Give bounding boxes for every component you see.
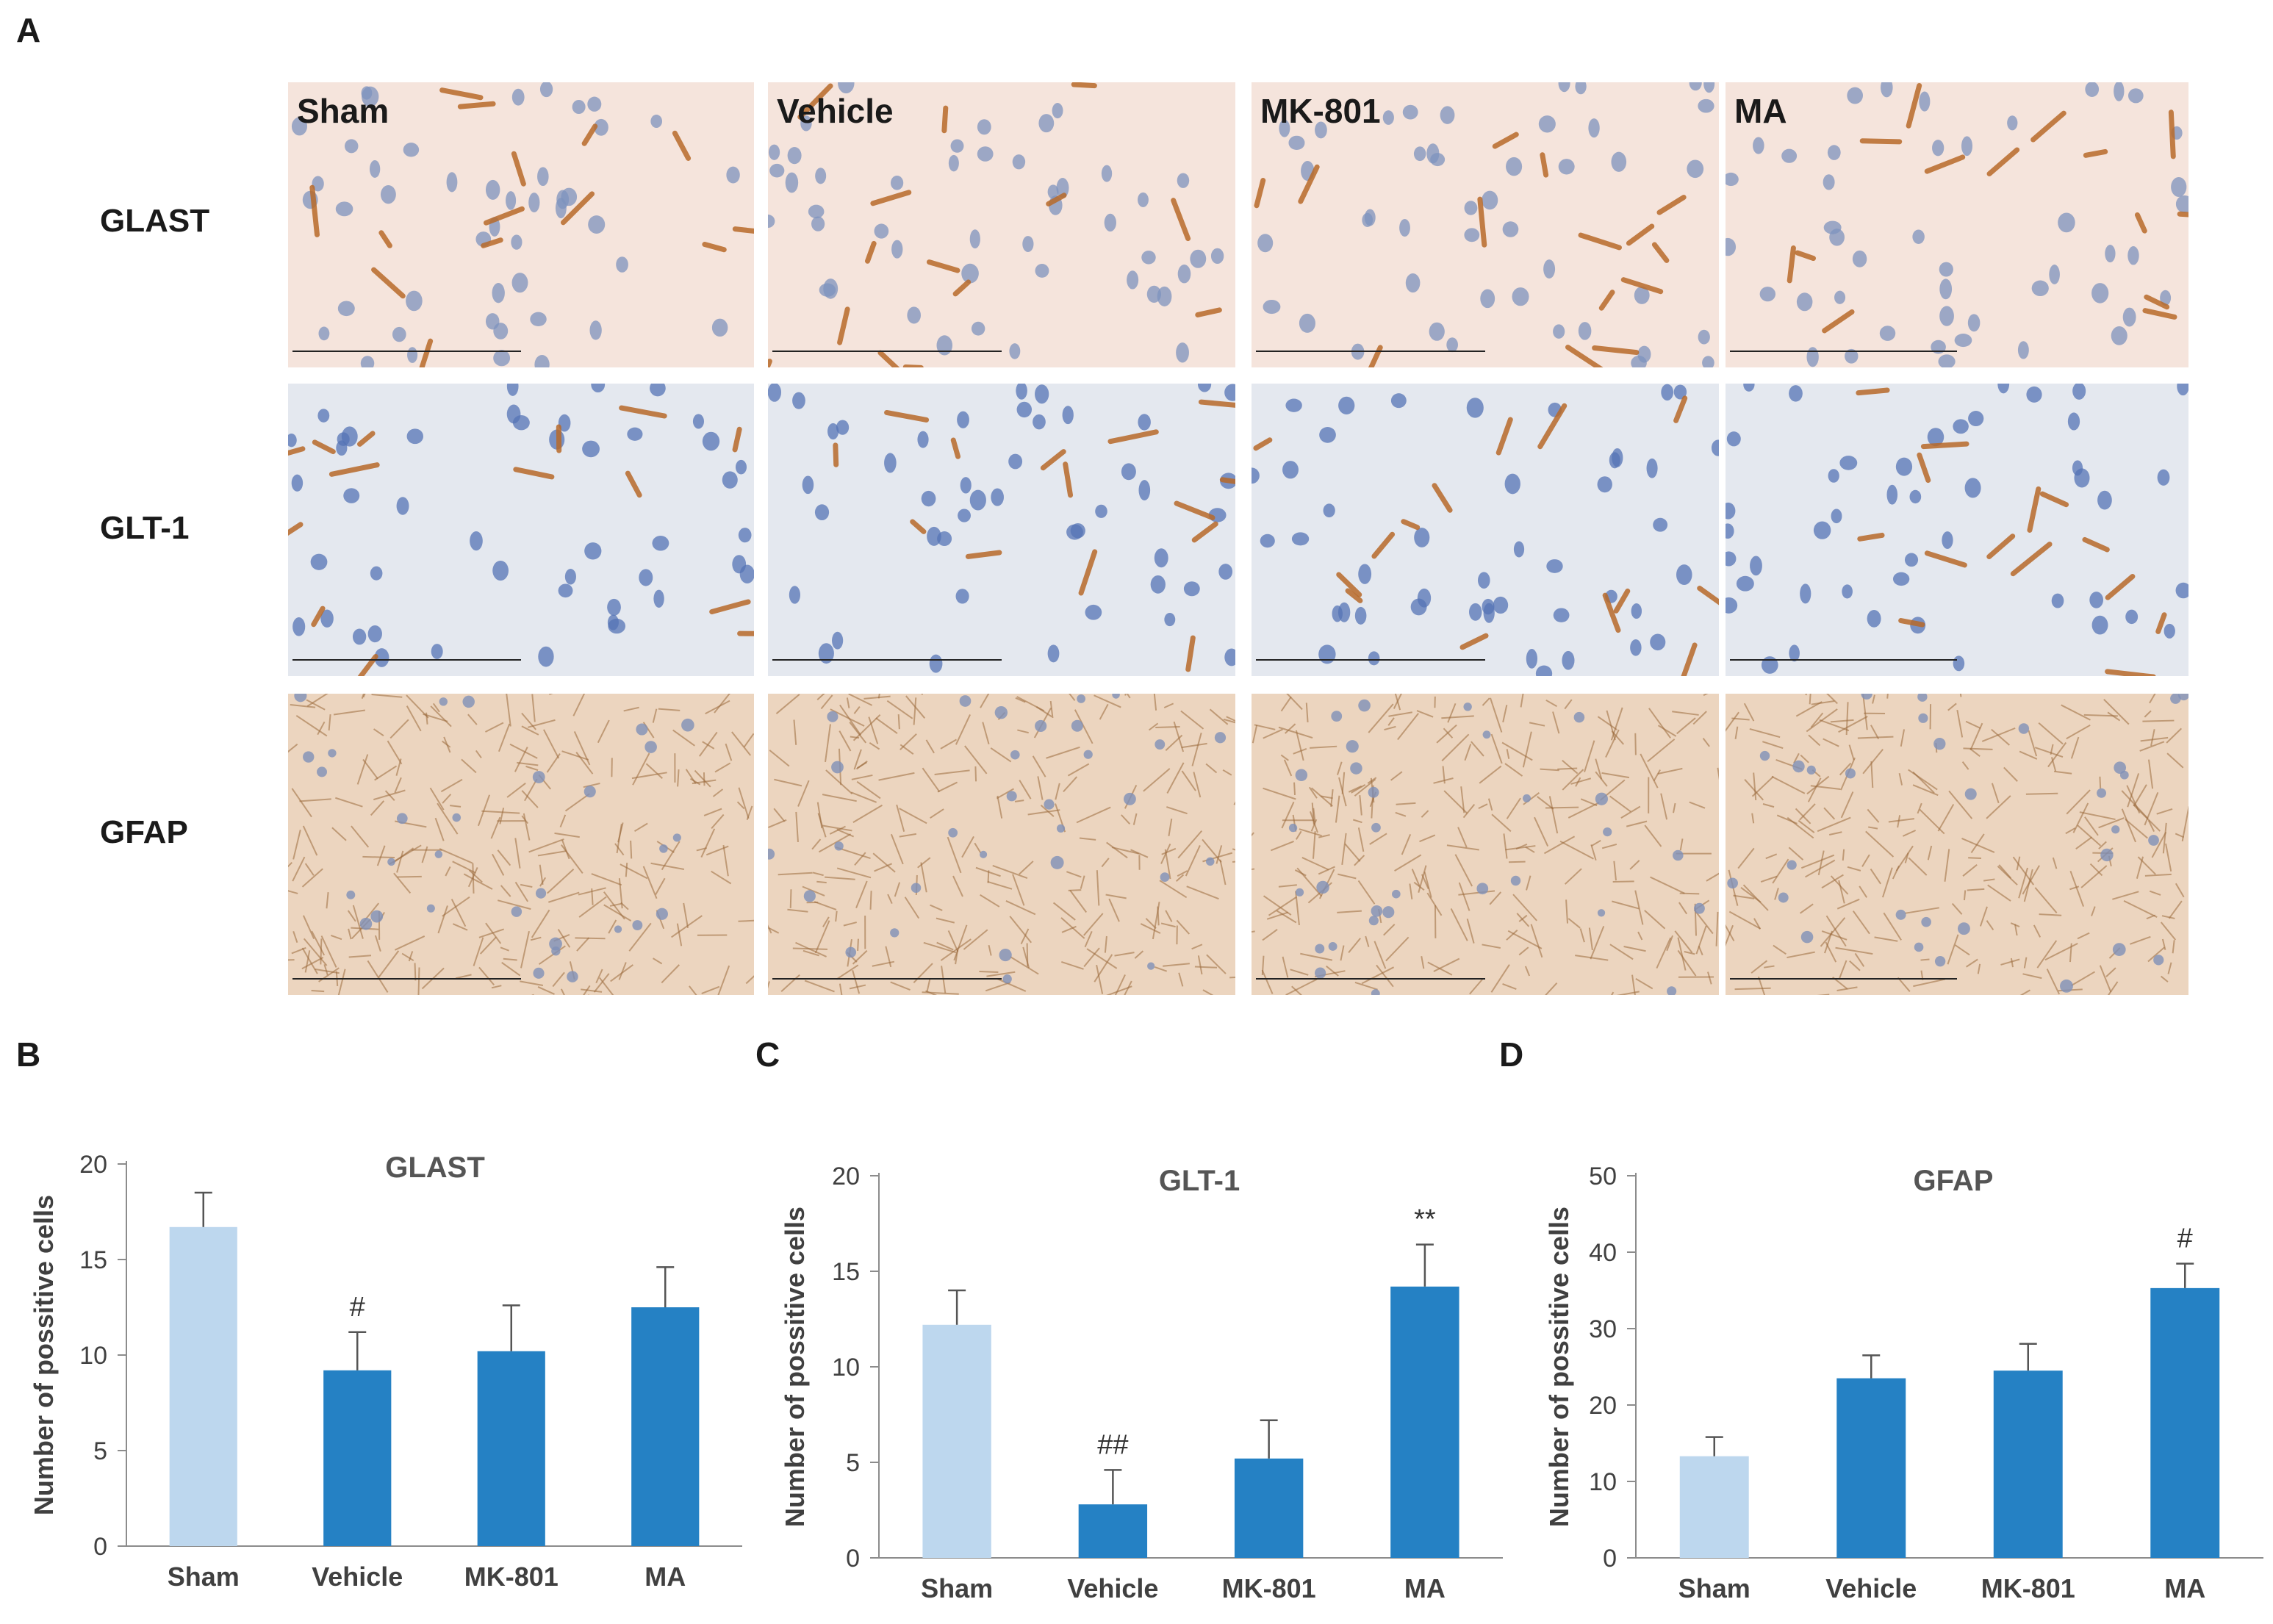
- group-label-mk-801: MK-801: [1260, 92, 1381, 130]
- y-tick-label: 0: [93, 1533, 107, 1561]
- bar-mk-801: [477, 1351, 545, 1546]
- micrograph-glt-1-mk-801: [1252, 384, 1719, 676]
- chart-title: GFAP: [1914, 1165, 1994, 1197]
- group-label-vehicle: Vehicle: [777, 92, 894, 130]
- row-label-glt1: GLT-1: [100, 510, 190, 546]
- micrograph-glast-ma: MA: [1726, 82, 2188, 367]
- x-tick-label: Sham: [1678, 1573, 1750, 1603]
- x-tick-label: MA: [644, 1562, 686, 1592]
- x-tick-label: Sham: [921, 1573, 993, 1603]
- y-tick-label: 10: [832, 1354, 860, 1382]
- micrograph-glt-1-sham: [288, 384, 754, 676]
- significance-mark-vehicle: #: [350, 1292, 365, 1323]
- bar-ma: [2150, 1287, 2220, 1558]
- x-tick-label: MK-801: [1981, 1573, 2075, 1603]
- y-tick-label: 10: [1589, 1468, 1617, 1496]
- chart-glast: 0 5 10 15 20 Sham # Vehicle MK-801 MA GLAST Number …: [29, 1151, 742, 1592]
- bar-sham: [922, 1324, 991, 1558]
- micrograph-gfap-vehicle: [768, 694, 1235, 995]
- group-label-ma: MA: [1734, 92, 1787, 130]
- group-label-sham: Sham: [297, 92, 389, 130]
- micrograph-glast-sham: Sham: [288, 82, 754, 367]
- y-tick-label: 40: [1589, 1239, 1617, 1267]
- panel-letter-b: B: [16, 1035, 41, 1074]
- micrograph-glast-vehicle: Vehicle: [768, 82, 1235, 367]
- y-tick-label: 20: [1589, 1392, 1617, 1420]
- y-tick-label: 50: [1589, 1163, 1617, 1190]
- micrograph-gfap-ma: [1726, 694, 2188, 995]
- bar-vehicle: [1836, 1378, 1906, 1558]
- x-tick-label: Vehicle: [312, 1562, 403, 1592]
- x-tick-label: Sham: [168, 1562, 240, 1592]
- panel-letter-d: D: [1499, 1035, 1524, 1074]
- significance-mark-ma: #: [2177, 1224, 2193, 1254]
- panel-letter-a: A: [16, 11, 41, 49]
- x-tick-label: MA: [2164, 1573, 2205, 1603]
- x-tick-label: MA: [1404, 1573, 1446, 1603]
- y-tick-label: 20: [79, 1151, 107, 1179]
- y-tick-label: 15: [79, 1246, 107, 1274]
- y-tick-label: 15: [832, 1258, 860, 1286]
- chart-title: GLAST: [385, 1151, 485, 1184]
- y-tick-label: 10: [79, 1342, 107, 1370]
- bar-mk-801: [1234, 1458, 1304, 1558]
- y-tick-label: 30: [1589, 1315, 1617, 1343]
- x-tick-label: Vehicle: [1825, 1573, 1917, 1603]
- bar-ma: [1390, 1286, 1459, 1558]
- chart-glt1: 0 5 10 15 20 Sham ## Vehicle MK-801 ** MA GLT-1 Numb…: [780, 1163, 1503, 1603]
- y-tick-label: 20: [832, 1163, 860, 1190]
- y-axis-label: Number of possitive cells: [780, 1207, 810, 1527]
- micrograph-glt-1-vehicle: [768, 384, 1235, 676]
- bar-ma: [631, 1307, 700, 1546]
- micrograph-gfap-sham: [288, 694, 754, 995]
- panel-letter-c: C: [755, 1035, 780, 1074]
- y-tick-label: 5: [93, 1437, 107, 1465]
- y-tick-label: 0: [1603, 1545, 1617, 1573]
- micrograph-gfap-mk-801: [1252, 694, 1719, 995]
- y-axis-label: Number of possitive cells: [29, 1195, 59, 1515]
- row-label-glast: GLAST: [100, 203, 210, 239]
- significance-mark-vehicle: ##: [1097, 1429, 1128, 1460]
- x-tick-label: MK-801: [464, 1562, 559, 1592]
- chart-gfap: 0 10 20 30 40 50 Sham Vehicle MK-801 # MA GFAP Numbe…: [1544, 1163, 2263, 1603]
- y-axis-label: Number of possitive cells: [1544, 1207, 1574, 1527]
- y-tick-label: 0: [846, 1545, 860, 1573]
- x-tick-label: MK-801: [1222, 1573, 1316, 1603]
- bar-sham: [169, 1226, 237, 1546]
- significance-mark-ma: **: [1414, 1204, 1436, 1235]
- y-tick-label: 5: [846, 1449, 860, 1477]
- row-label-gfap: GFAP: [100, 814, 188, 850]
- chart-title: GLT-1: [1159, 1165, 1240, 1197]
- bar-sham: [1679, 1456, 1749, 1558]
- bar-mk-801: [1993, 1370, 2063, 1558]
- micrograph-glt-1-ma: [1726, 384, 2188, 676]
- bar-vehicle: [1078, 1504, 1148, 1558]
- x-tick-label: Vehicle: [1067, 1573, 1158, 1603]
- micrograph-glast-mk-801: MK-801: [1252, 82, 1719, 367]
- bar-vehicle: [323, 1370, 392, 1546]
